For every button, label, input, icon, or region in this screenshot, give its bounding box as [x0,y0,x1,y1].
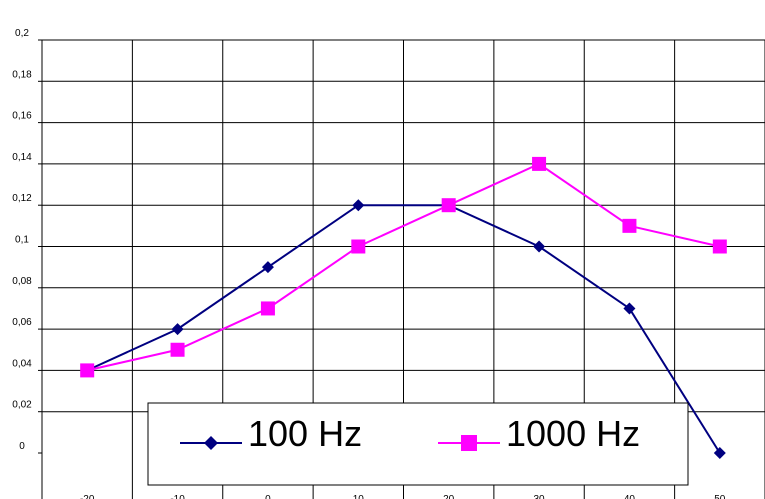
y-tick-label: 0,1 [15,235,29,246]
x-tick-label: 0 [265,494,271,499]
legend-marker-square [461,435,477,451]
data-point-square [351,239,366,254]
series-line [86,162,721,372]
data-point-square [622,218,637,233]
legend-marker-diamond [204,436,218,450]
x-tick-label: 30 [534,494,546,499]
chart-series [80,156,727,459]
x-axis-ticks: -20 -10 0 10 20 30 40 50 [80,494,726,499]
x-tick-label: 10 [353,494,365,499]
y-tick-label: 0,16 [12,111,32,122]
x-tick-label: -20 [80,494,95,499]
x-tick-label: -10 [170,494,185,499]
data-point-diamond [533,240,546,253]
y-tick-label: 0,08 [12,276,32,287]
y-tick-label: 0,04 [12,358,32,369]
chart-legend: 100 Hz 1000 Hz [147,402,689,486]
y-tick-label: 0,18 [12,69,32,80]
y-tick-label: 0 [19,441,25,452]
y-tick-label: 0,06 [12,317,32,328]
data-point-square [260,301,275,316]
y-tick-label: 0,2 [15,28,29,39]
x-tick-label: 50 [714,494,726,499]
legend-label: 100 Hz [248,413,362,454]
legend-label: 1000 Hz [506,413,640,454]
x-tick-label: 40 [624,494,636,499]
data-point-diamond [352,199,365,212]
data-point-diamond [713,447,726,459]
data-point-square [170,342,185,357]
data-point-square [532,156,547,171]
data-point-diamond [623,302,636,315]
y-tick-label: 0,14 [12,152,32,163]
y-tick-label: 0,02 [12,400,32,411]
data-point-square [712,239,727,254]
y-tick-label: 0,12 [12,193,32,204]
series-line [86,204,721,454]
data-point-diamond [171,323,184,336]
y-axis-ticks: 0 0,02 0,04 0,06 0,08 0,1 0,12 0,14 0,16 0,18 0,2 [12,28,32,452]
data-point-diamond [261,261,274,274]
data-point-square [80,363,95,378]
data-point-square [441,198,456,213]
x-tick-label: 20 [443,494,455,499]
